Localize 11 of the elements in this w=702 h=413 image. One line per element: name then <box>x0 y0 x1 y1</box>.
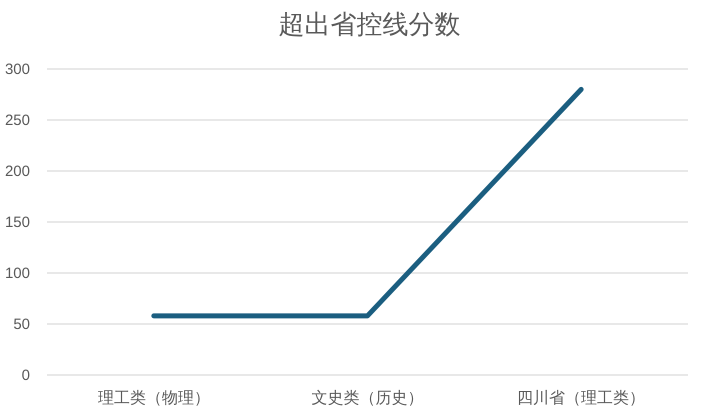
x-tick-label: 四川省（理工类） <box>517 389 646 407</box>
y-tick-label: 150 <box>4 214 30 231</box>
x-tick-label: 理工类（物理） <box>98 389 210 407</box>
y-tick-label: 300 <box>4 61 30 78</box>
x-tick-label: 文史类（历史） <box>312 389 424 407</box>
y-tick-label: 0 <box>22 367 30 384</box>
y-tick-label: 100 <box>4 265 30 282</box>
y-tick-label: 250 <box>4 112 30 129</box>
chart-title: 超出省控线分数 <box>278 9 460 39</box>
y-tick-label: 200 <box>4 163 30 180</box>
y-tick-label: 50 <box>13 316 30 333</box>
